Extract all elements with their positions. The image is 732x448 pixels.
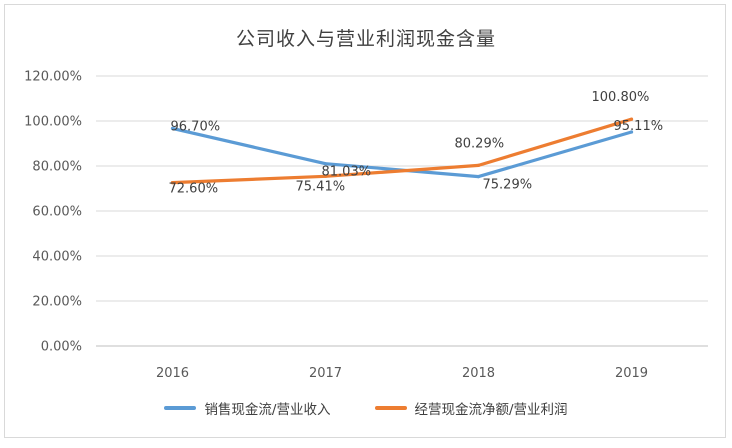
- data-point: [323, 174, 328, 178]
- x-tick-label: 2019: [615, 366, 648, 381]
- data-point: [629, 130, 634, 134]
- data-point: [323, 162, 328, 166]
- data-point: [170, 126, 175, 131]
- chart-legend: 销售现金流/营业收入 经营现金流净额/营业利润: [0, 398, 732, 418]
- legend-item-operating-cash: 经营现金流净额/营业利润: [374, 398, 568, 418]
- data-label: 81.03%: [322, 165, 372, 180]
- y-tick-label: 20.00%: [32, 295, 82, 310]
- legend-swatch-sales-cash: [164, 406, 197, 410]
- data-point: [476, 163, 481, 167]
- legend-item-sales-cash: 销售现金流/营业收入: [164, 398, 331, 418]
- data-label: 75.29%: [483, 178, 533, 193]
- x-tick-label: 2016: [156, 366, 189, 381]
- data-label: 96.70%: [171, 119, 221, 134]
- chart-title: 公司收入与营业利润现金含量: [235, 28, 496, 50]
- y-tick-label: 80.00%: [32, 160, 82, 175]
- data-point: [476, 174, 481, 179]
- data-label: 100.80%: [592, 90, 650, 105]
- data-label: 72.60%: [169, 182, 219, 197]
- y-tick-label: 60.00%: [32, 205, 82, 220]
- x-tick-label: 2017: [309, 366, 342, 381]
- legend-label-sales-cash: 销售现金流/营业收入: [204, 402, 331, 418]
- legend-label-operating-cash: 经营现金流净额/营业利润: [414, 402, 568, 418]
- y-tick-label: 40.00%: [32, 250, 82, 265]
- legend-swatch-operating-cash: [374, 406, 407, 410]
- y-tick-label: 100.00%: [24, 115, 82, 130]
- x-tick-label: 2018: [462, 366, 495, 381]
- data-point: [170, 181, 175, 185]
- y-tick-label: 0.00%: [41, 340, 82, 355]
- data-label: 80.29%: [455, 136, 505, 151]
- data-label: 95.11%: [614, 119, 664, 134]
- y-tick-label: 120.00%: [24, 70, 82, 85]
- data-point: [629, 117, 634, 121]
- data-label: 75.41%: [296, 179, 346, 194]
- series-line-2: [170, 117, 634, 185]
